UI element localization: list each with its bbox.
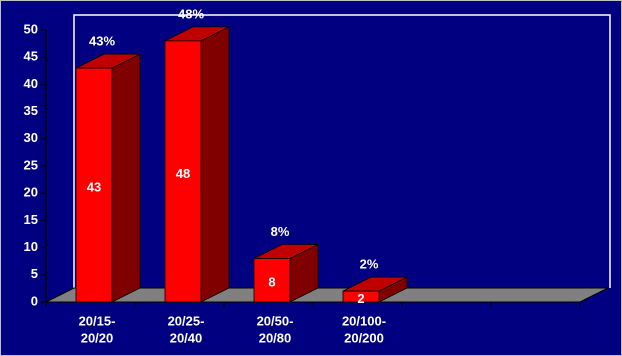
y-tick-label: 20 <box>24 185 38 200</box>
bar <box>253 258 291 303</box>
y-tick-label: 30 <box>24 130 38 145</box>
percent-label: 8% <box>271 224 290 239</box>
bar <box>164 40 202 303</box>
bar-side <box>111 53 141 303</box>
bar <box>75 67 113 303</box>
percent-label: 43% <box>89 34 115 49</box>
x-tick-label: 20/50- <box>257 313 294 328</box>
y-tick-label: 50 <box>24 21 38 36</box>
y-tick-label: 0 <box>31 293 38 308</box>
x-tick-label: 20/25- <box>168 313 205 328</box>
bar-side <box>200 26 230 303</box>
value-label: 43 <box>87 179 101 194</box>
x-tick-label: 20/100- <box>342 313 386 328</box>
percent-label: 48% <box>178 6 204 21</box>
bar <box>342 290 380 303</box>
value-label: 48 <box>176 166 190 181</box>
x-tick-label: 20/15- <box>79 313 116 328</box>
y-tick-label: 35 <box>24 103 38 118</box>
y-tick-label: 40 <box>24 76 38 91</box>
x-tick-label: 20/40 <box>170 330 203 345</box>
y-tick-label: 10 <box>24 239 38 254</box>
x-tick-label: 20/80 <box>259 330 292 345</box>
y-tick-label: 15 <box>24 212 38 227</box>
x-tick-label: 20/200 <box>344 330 384 345</box>
y-tick-label: 5 <box>31 266 38 281</box>
percent-label: 2% <box>360 257 379 272</box>
back-wall <box>73 14 611 288</box>
y-tick-label: 25 <box>24 157 38 172</box>
x-tick-label: 20/20 <box>81 330 114 345</box>
y-tick-label: 45 <box>24 49 38 64</box>
value-label: 8 <box>268 275 275 290</box>
value-label: 2 <box>357 291 364 306</box>
